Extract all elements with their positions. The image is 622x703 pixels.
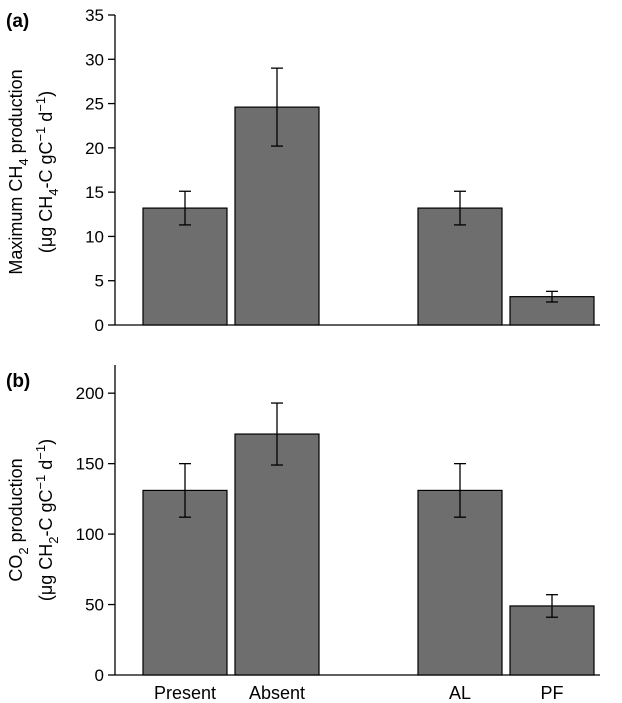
panel-label-b: (b) — [6, 371, 30, 392]
bar-present — [142, 207, 228, 326]
x-tick-label-present: Present — [154, 683, 216, 703]
y-axis-label-a-line2: (μg CH4-C gC−1 d−1) — [33, 91, 61, 253]
bar-al — [417, 207, 503, 326]
x-axis-labels: Present Absent AL PF — [154, 683, 564, 703]
bar-present — [142, 489, 228, 676]
y-tick-label: 10 — [85, 227, 104, 246]
y-tick-label: 15 — [85, 183, 104, 202]
y-tick-label: 0 — [95, 666, 104, 685]
error-bar-al — [454, 190, 466, 226]
y-axis-label-b-line1: CO2 production — [6, 458, 31, 581]
y-tick-label: 150 — [76, 455, 104, 474]
y-axis-label-b-line2: (μg CH2-C gC−1 d−1) — [33, 439, 61, 601]
y-tick-label: 30 — [85, 50, 104, 69]
error-bar-al — [454, 462, 466, 518]
x-tick-label-pf: PF — [540, 683, 563, 703]
bar-absent — [234, 433, 320, 676]
panel-a: (a) Maximum CH4 production (μg CH4-C gC−… — [6, 6, 600, 335]
error-bar-pf — [546, 594, 558, 618]
y-tick-label: 100 — [76, 525, 104, 544]
y-tick-label: 20 — [85, 139, 104, 158]
panel-label-a: (a) — [6, 11, 29, 32]
panel-b: (b) CO2 production (μg CH2-C gC−1 d−1) 0… — [6, 365, 600, 703]
error-bar-present — [179, 462, 191, 518]
y-tick-label: 50 — [85, 596, 104, 615]
error-bar-absent — [271, 67, 283, 147]
bars-b — [142, 402, 595, 676]
bar-al — [417, 489, 503, 676]
y-axis-label-a-line1: Maximum CH4 production — [6, 69, 31, 274]
error-bar-pf — [546, 290, 558, 303]
bars-a — [142, 67, 595, 326]
y-tick-label: 0 — [95, 316, 104, 335]
x-tick-label-absent: Absent — [249, 683, 305, 703]
error-bar-present — [179, 190, 191, 226]
y-tick-label: 200 — [76, 384, 104, 403]
y-tick-label: 35 — [85, 6, 104, 25]
y-tick-label: 25 — [85, 95, 104, 114]
error-bar-absent — [271, 402, 283, 466]
x-tick-label-al: AL — [449, 683, 471, 703]
y-tick-label: 5 — [95, 272, 104, 291]
